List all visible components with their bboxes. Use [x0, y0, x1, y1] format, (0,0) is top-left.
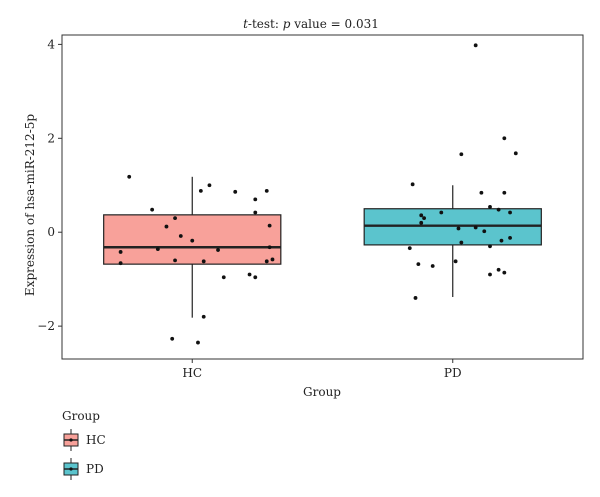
legend-label: HC [86, 433, 106, 447]
data-point [459, 240, 464, 245]
data-point [453, 259, 458, 264]
data-point [170, 336, 175, 341]
data-point [479, 190, 484, 195]
data-point [173, 258, 177, 263]
data-point [253, 210, 258, 215]
legend-label: PD [86, 462, 104, 476]
legend-point [69, 467, 73, 471]
legend-title: Group [62, 409, 100, 423]
panel-border [61, 34, 584, 360]
legend-key-hc [63, 429, 79, 451]
data-point [496, 267, 501, 272]
data-point [190, 238, 195, 243]
title-text-1: -test: [248, 17, 283, 31]
data-point [473, 225, 478, 230]
legend-key-pd [63, 458, 79, 480]
legend-point [69, 438, 73, 442]
data-point [118, 250, 123, 254]
group-hc [103, 174, 282, 345]
y-tick-label: −2 [37, 319, 55, 333]
data-point [264, 188, 269, 193]
data-point [207, 183, 212, 188]
data-point [267, 223, 272, 228]
data-point [488, 204, 492, 209]
data-point [198, 188, 203, 193]
data-point [201, 314, 206, 319]
data-point [513, 151, 518, 156]
data-point [499, 238, 504, 243]
data-point [508, 235, 512, 240]
data-point [216, 248, 220, 252]
data-point [439, 210, 444, 215]
data-point [267, 245, 272, 250]
x-axis: HC PD [182, 359, 462, 380]
data-point [270, 257, 275, 262]
data-point [247, 272, 252, 277]
data-point [488, 272, 492, 277]
data-point [508, 210, 512, 215]
data-point [118, 261, 123, 266]
data-point [264, 259, 269, 264]
data-point [488, 244, 492, 249]
data-point [233, 189, 238, 194]
x-tick-label: PD [444, 366, 462, 380]
title-italic-p: p [283, 17, 291, 31]
data-point [459, 152, 464, 157]
data-point [419, 213, 424, 218]
y-tick-label: 2 [47, 131, 55, 145]
y-axis: −2 0 2 4 [37, 37, 62, 333]
data-point [422, 216, 426, 221]
data-point [482, 229, 487, 234]
data-point [173, 216, 177, 221]
data-point [155, 247, 160, 252]
group-pd [363, 43, 542, 300]
plot-panel [61, 34, 584, 360]
data-point [410, 182, 415, 187]
y-tick-label: 4 [47, 37, 55, 51]
y-axis-label: Expression of hsa-miR-212-5p [23, 114, 37, 296]
data-point [473, 43, 478, 48]
data-point [407, 246, 412, 251]
data-point [416, 262, 421, 267]
data-point [201, 259, 206, 264]
data-point [178, 234, 183, 238]
data-point [502, 136, 507, 141]
data-point [502, 270, 507, 275]
data-point [430, 264, 435, 268]
data-point [253, 275, 258, 280]
data-point [253, 197, 258, 202]
x-tick-label: HC [182, 366, 202, 380]
data-point [413, 296, 418, 300]
data-point [150, 207, 155, 212]
legend: Group HC PD [62, 409, 106, 480]
y-tick-label: 0 [47, 225, 55, 239]
data-point [502, 190, 507, 195]
data-point [456, 226, 461, 231]
data-point [164, 224, 169, 229]
data-point [196, 340, 200, 345]
title-italic-t: t [243, 17, 248, 31]
data-point [496, 207, 501, 212]
x-axis-label: Group [303, 385, 341, 399]
chart-title: t-test: p value = 0.031 [243, 17, 379, 31]
title-text-2: value = 0.031 [290, 17, 378, 31]
data-point [419, 220, 424, 225]
data-point [221, 275, 226, 280]
data-point [127, 174, 132, 179]
